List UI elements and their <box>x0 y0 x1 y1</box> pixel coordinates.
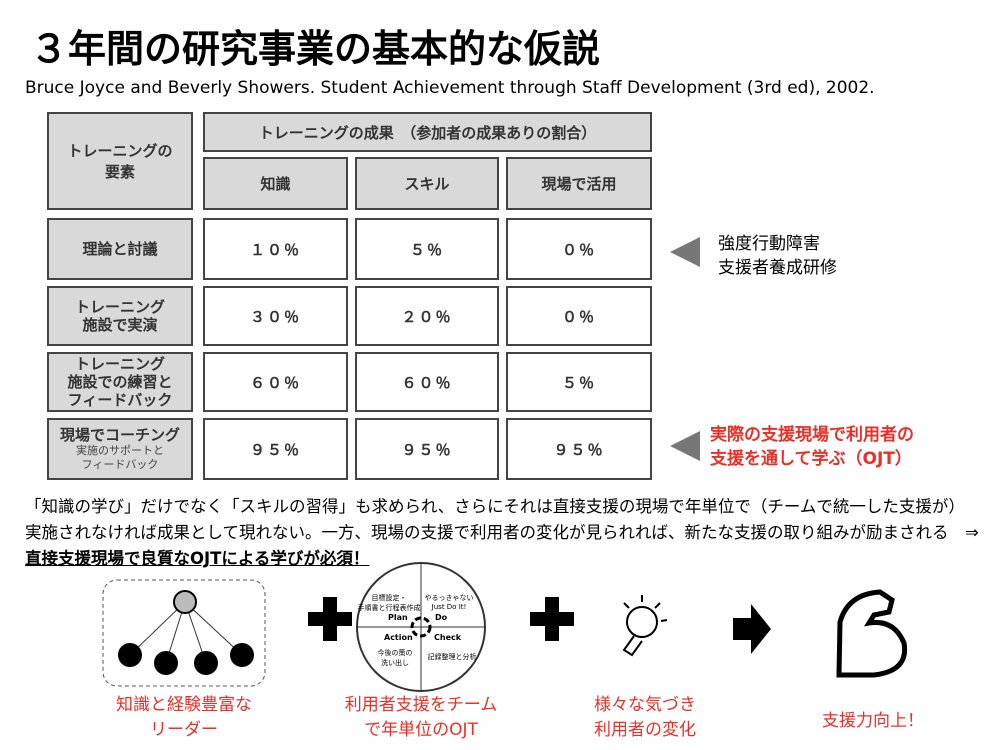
column-header: スキル <box>355 157 499 210</box>
leader-node <box>173 590 197 614</box>
member-node <box>118 643 142 667</box>
caption: 知識と経験豊富な リーダー <box>116 695 252 740</box>
row-label: 現場でコーチング <box>59 426 180 444</box>
cell: ５％ <box>355 218 499 280</box>
member-node <box>230 643 254 667</box>
row-header: トレーニング 施設での練習と フィードバック <box>47 352 193 412</box>
column-header: 知識 <box>203 157 348 210</box>
cell: ９５％ <box>506 418 652 480</box>
arrow-left <box>670 431 700 461</box>
cycle-text: やるっきゃない Just Do It! <box>424 594 474 611</box>
member-node <box>154 651 178 675</box>
cell: ６０％ <box>355 352 499 412</box>
group-header: トレーニングの成果 （参加者の成果ありの割合） <box>203 112 652 152</box>
cycle-text: 記録整理と分析 <box>427 653 477 661</box>
arrow-left <box>670 237 700 267</box>
cell: ０％ <box>506 218 652 280</box>
cell: １０％ <box>203 218 348 280</box>
paragraph-text: 「知識の学び」だけでなく「スキルの習得」も求められ、さらにそれは直接支援の現場で… <box>25 497 996 542</box>
cell: ６０％ <box>203 352 348 412</box>
row-sublabel: 実施のサポートと フィードバック <box>76 444 164 471</box>
conclusion: 直接支援現場で良質なOJTによる学びが必須！ <box>25 549 370 568</box>
row-header: 理論と討議 <box>47 218 193 280</box>
cycle-text: Action <box>384 633 413 642</box>
row-label: 理論と討議 <box>82 240 158 258</box>
cell: ０％ <box>506 286 652 346</box>
cycle-arrows <box>410 616 432 638</box>
corner-header: トレーニングの 要素 <box>47 112 193 210</box>
plus <box>308 597 352 641</box>
cycle-text: Do <box>435 613 448 622</box>
leader-box <box>102 579 266 687</box>
column-header: 現場で活用 <box>506 157 652 210</box>
cell: ９５％ <box>203 418 348 480</box>
cell: ２０％ <box>355 286 499 346</box>
row-label: トレーニング 施設で実演 <box>74 298 165 334</box>
row-label: トレーニング 施設での練習と フィードバック <box>67 355 173 409</box>
lightbulb <box>622 595 668 657</box>
caption: 利用者支援をチーム で年単位のOJT <box>344 695 498 740</box>
member-node <box>194 651 218 675</box>
paragraph: 「知識の学び」だけでなく「スキルの習得」も求められ、さらにそれは直接支援の現場で… <box>25 494 980 572</box>
caption: 支援力向上！ <box>822 711 924 731</box>
note-highlight: 実際の支援現場で利用者の 支援を通して学ぶ（OJT） <box>710 425 914 469</box>
cell: ３０％ <box>203 286 348 346</box>
citation: Bruce Joyce and Beverly Showers. Student… <box>25 78 875 98</box>
row-header: トレーニング 施設で実演 <box>47 286 193 346</box>
row-header: 現場でコーチング 実施のサポートと フィードバック <box>47 418 193 480</box>
caption: 様々な気づき 利用者の変化 <box>594 695 696 740</box>
plus <box>530 597 574 641</box>
cycle-text: 今後の策の 洗い出し <box>377 649 413 667</box>
cycle-text: 目標設定・ 手順書と行程表作成 <box>357 594 421 612</box>
cycle-text: Plan <box>388 613 408 622</box>
note: 強度行動障害 支援者養成研修 <box>718 234 837 278</box>
arm-icon <box>836 589 908 678</box>
title: ３年間の研究事業の基本的な仮説 <box>30 27 601 71</box>
arrow-right <box>733 604 771 654</box>
cycle-text: Check <box>434 633 462 642</box>
cell: ５％ <box>506 352 652 412</box>
cell: ９５％ <box>355 418 499 480</box>
